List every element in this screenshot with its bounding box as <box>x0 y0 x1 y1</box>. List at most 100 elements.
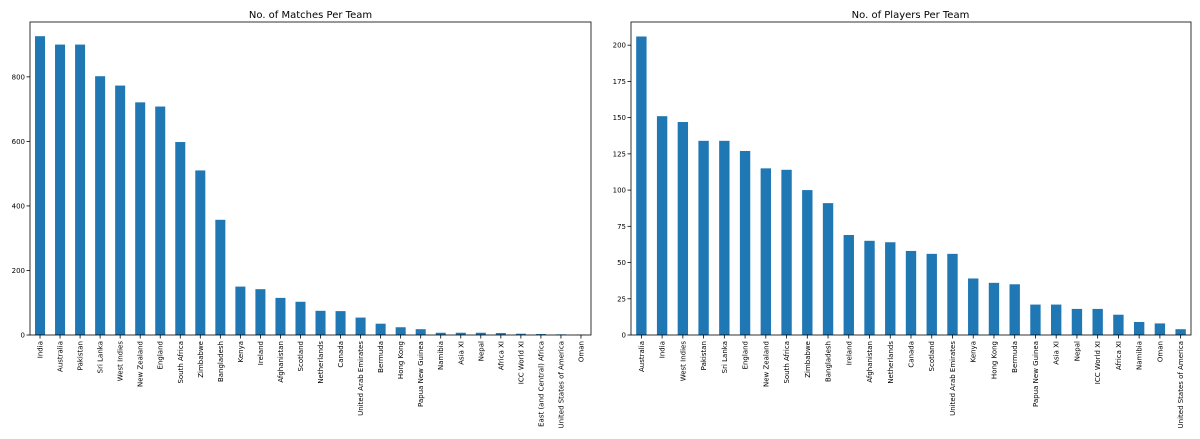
bar <box>636 36 647 335</box>
x-tick-label: Bangladesh <box>825 341 833 382</box>
bar <box>355 317 366 335</box>
matches-per-team-chart: No. of Matches Per Team India Australia Pa… <box>12 10 592 428</box>
x-tick-label: Asia XI <box>1053 341 1061 365</box>
x-tick-label: Hong Kong <box>990 341 998 379</box>
bar <box>375 323 386 335</box>
y-tick-label: 800 <box>12 73 25 81</box>
bar <box>739 150 751 335</box>
x-tick-label: West Indies <box>679 341 687 382</box>
x-tick-label: Scotland <box>297 341 305 371</box>
bar <box>195 170 206 335</box>
bar <box>822 203 834 335</box>
bar <box>719 140 730 335</box>
bar <box>475 332 486 335</box>
x-tick-label: ICC World XI <box>1094 341 1102 384</box>
y-tick-label: 25 <box>617 295 626 303</box>
bar-group <box>35 36 586 336</box>
x-tick-label: United Arab Emirates <box>357 341 365 416</box>
x-tick-label: Afghanistan <box>277 341 285 383</box>
x-tick-label: Netherlands <box>887 341 895 384</box>
bar <box>885 242 896 335</box>
plot-frame <box>29 21 592 336</box>
x-tick-label: Oman <box>577 341 585 362</box>
y-tick-labels: 0 25 50 75 100 125 150 175 200 <box>613 42 631 340</box>
x-tick-label: India <box>659 341 667 358</box>
x-tick-label: Ireland <box>845 341 853 365</box>
bar <box>535 334 546 335</box>
bar <box>1009 284 1020 335</box>
x-tick-label: Zimbabwe <box>804 341 812 378</box>
bar <box>1071 308 1083 335</box>
x-tick-label: Kenya <box>970 341 978 362</box>
bar <box>656 116 668 335</box>
bar <box>255 289 266 335</box>
chart-title: No. of Matches Per Team <box>249 10 372 21</box>
x-tick-label: Canada <box>337 341 345 368</box>
x-tick-label: Papua New Guinea <box>417 341 425 407</box>
x-tick-label: Australia <box>638 341 646 372</box>
bar <box>155 106 166 335</box>
y-tick-label: 50 <box>617 259 626 267</box>
x-tick-label: India <box>37 341 45 358</box>
x-tick-label: Afghanistan <box>866 341 874 383</box>
bar <box>235 286 246 335</box>
x-tick-label: Hong Kong <box>397 341 405 379</box>
bar <box>215 219 226 335</box>
y-tick-labels: 0 200 400 600 800 <box>12 73 30 340</box>
y-tick-label: 200 <box>12 267 25 275</box>
x-tick-labels: India Australia Pakistan Sri Lanka West Indi… <box>37 335 585 428</box>
x-tick-label: West Indies <box>117 341 125 382</box>
bar <box>1154 323 1166 335</box>
x-tick-label: Ireland <box>257 341 265 365</box>
plot-frame <box>630 21 1192 336</box>
x-tick-label: Papua New Guinea <box>1032 341 1040 407</box>
bar <box>947 253 958 335</box>
bar <box>95 76 106 335</box>
bar <box>415 329 426 335</box>
y-tick-label: 0 <box>21 332 25 340</box>
bar <box>395 327 406 335</box>
y-tick-label: 175 <box>613 78 626 86</box>
x-tick-label: Kenya <box>237 341 245 362</box>
x-tick-label: Oman <box>1156 341 1164 362</box>
bar <box>315 310 326 335</box>
bar <box>175 142 186 335</box>
x-tick-label: England <box>157 341 165 369</box>
bar <box>1113 314 1124 335</box>
bar <box>115 85 126 335</box>
x-tick-label: Pakistan <box>77 341 85 370</box>
y-tick-label: 600 <box>12 138 25 146</box>
bar <box>495 333 506 335</box>
bar <box>1030 304 1041 335</box>
y-tick-label: 150 <box>613 114 626 122</box>
bar <box>1092 308 1103 335</box>
x-tick-label: Africa XI <box>1115 341 1123 370</box>
y-tick-label: 75 <box>617 223 626 231</box>
bar <box>75 44 86 336</box>
x-tick-label: Bermuda <box>1011 341 1019 373</box>
x-tick-label: England <box>742 341 750 369</box>
x-tick-label: Bangladesh <box>217 341 225 382</box>
x-tick-label: Zimbabwe <box>197 341 205 378</box>
x-tick-labels: Australia India West Indies Pakistan Sri Lan… <box>638 335 1185 428</box>
bar <box>455 332 466 335</box>
bar <box>760 168 771 335</box>
bar <box>698 140 709 335</box>
x-tick-label: Bermuda <box>377 341 385 373</box>
x-tick-label: Nepal <box>1073 341 1081 361</box>
bar-group <box>636 36 1186 335</box>
players-per-team-chart: No. of Players Per Team Australia India We… <box>613 10 1192 428</box>
x-tick-label: Sri Lanka <box>721 341 729 373</box>
y-tick-label: 0 <box>622 332 626 340</box>
x-tick-label: Namibia <box>1136 341 1144 370</box>
x-tick-label: United States of America <box>1177 341 1185 428</box>
bar <box>1133 321 1145 335</box>
bar <box>677 121 689 335</box>
bar <box>864 240 875 335</box>
x-tick-label: Pakistan <box>700 341 708 370</box>
x-tick-label: ICC World XI <box>517 341 525 384</box>
bar <box>843 235 854 335</box>
x-tick-label: South Africa <box>177 341 185 384</box>
x-tick-label: Namibia <box>437 341 445 370</box>
